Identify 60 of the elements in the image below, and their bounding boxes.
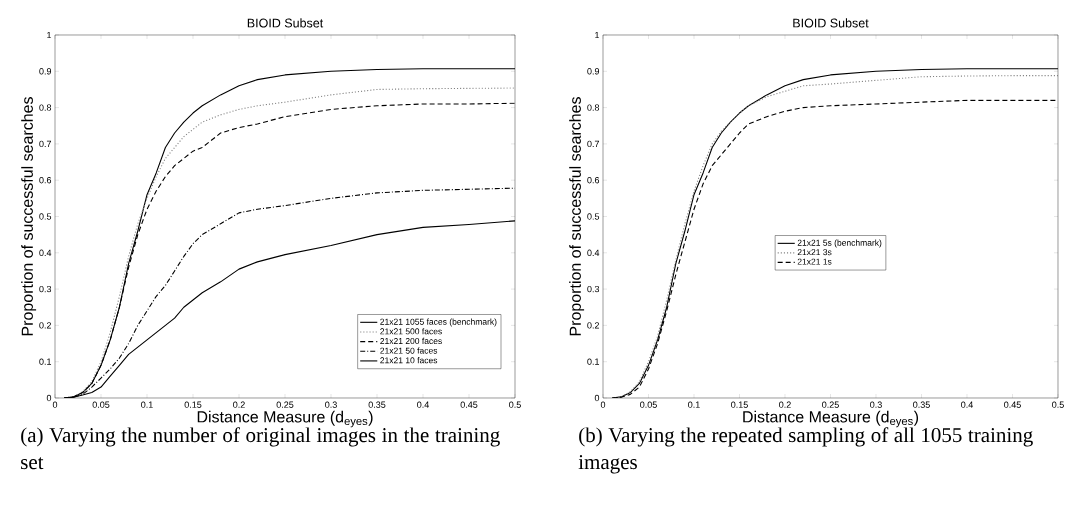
x-tick-label: 0.25 — [822, 401, 839, 408]
y-axis-title: Proportion of successful searches — [21, 97, 37, 336]
x-tick-label: 0.1 — [141, 401, 153, 408]
y-tick-label: 0.4 — [39, 249, 52, 256]
x-tick-label: 0.05 — [92, 401, 110, 408]
y-tick-label: 0.8 — [587, 104, 600, 111]
x-tick-label: 0.4 — [961, 401, 973, 408]
legend-label: 21x21 5s (benchmark) — [797, 239, 882, 248]
x-tick-label: 0.3 — [870, 401, 882, 408]
x-tick-label: 0.1 — [688, 401, 700, 408]
y-tick-label: 1 — [595, 31, 600, 39]
legend-label: 21x21 3s — [797, 249, 832, 256]
y-tick-label: 0.2 — [39, 322, 52, 329]
x-tick-label: 0.25 — [276, 401, 294, 408]
y-tick-label: 0.3 — [587, 285, 600, 293]
legend-label: 21x21 10 faces — [380, 357, 438, 364]
x-axis-title: Distance Measure (d$_{eyes}$) — [743, 410, 919, 428]
chart-title: BIOID Subset — [247, 18, 324, 28]
y-tick-label: 0.9 — [587, 68, 600, 75]
y-tick-label: 0.1 — [587, 358, 600, 365]
y-axis-title: Proportion of successful searches — [569, 97, 585, 336]
y-tick-label: 0.9 — [39, 68, 52, 75]
y-tick-label: 0 — [594, 394, 600, 402]
y-tick-label: 0.6 — [587, 177, 600, 184]
y-tick-label: 0.5 — [39, 213, 52, 220]
y-tick-label: 0.1 — [39, 358, 52, 365]
x-tick-label: 0.45 — [460, 401, 478, 408]
x-tick-label: 0.4 — [417, 401, 429, 408]
y-tick-label: 0 — [46, 394, 52, 402]
text: (b) Varying the repeated sampling of all 1055 training images — [578, 427, 1033, 474]
y-tick-label: 1 — [47, 31, 52, 39]
y-tick-label: 0.6 — [39, 177, 52, 184]
x-tick-label: 0.45 — [1004, 401, 1021, 408]
legend-label: 21x21 500 faces — [380, 328, 442, 335]
legend-label: 21x21 1s — [797, 258, 832, 265]
x-tick-label: 0.5 — [1052, 401, 1064, 408]
y-tick-label: 0.8 — [39, 104, 52, 111]
y-tick-label: 0.7 — [39, 140, 52, 148]
x-tick-label: 0.5 — [509, 401, 521, 408]
y-tick-label: 0.3 — [39, 285, 52, 293]
x-tick-label: 0.15 — [731, 401, 748, 408]
x-tick-label: 0 — [52, 401, 58, 408]
x-tick-label: 0.2 — [233, 401, 245, 408]
legend-label: 21x21 50 faces — [380, 347, 438, 354]
x-tick-label: 0.05 — [640, 401, 657, 408]
x-tick-label: 0 — [600, 401, 606, 408]
x-tick-label: 0.3 — [325, 401, 337, 408]
y-tick-label: 0.2 — [587, 322, 600, 329]
y-tick-label: 0.4 — [587, 249, 600, 256]
y-tick-label: 0.5 — [587, 213, 600, 220]
y-tick-label: 0.7 — [587, 140, 600, 148]
x-tick-label: 0.2 — [779, 401, 791, 408]
x-tick-label: 0.15 — [184, 401, 202, 408]
x-tick-label: 0.35 — [913, 401, 930, 408]
legend-label: 21x21 200 faces — [380, 337, 442, 345]
text: (a) Varying the number of original images in the training set — [21, 427, 500, 470]
x-tick-label: 0.35 — [368, 401, 386, 408]
legend-label: 21x21 1055 faces (benchmark) — [380, 318, 497, 327]
x-axis-title: Distance Measure (d$_{eyes}$) — [197, 410, 373, 428]
chart-title: BIOID Subset — [793, 18, 869, 28]
